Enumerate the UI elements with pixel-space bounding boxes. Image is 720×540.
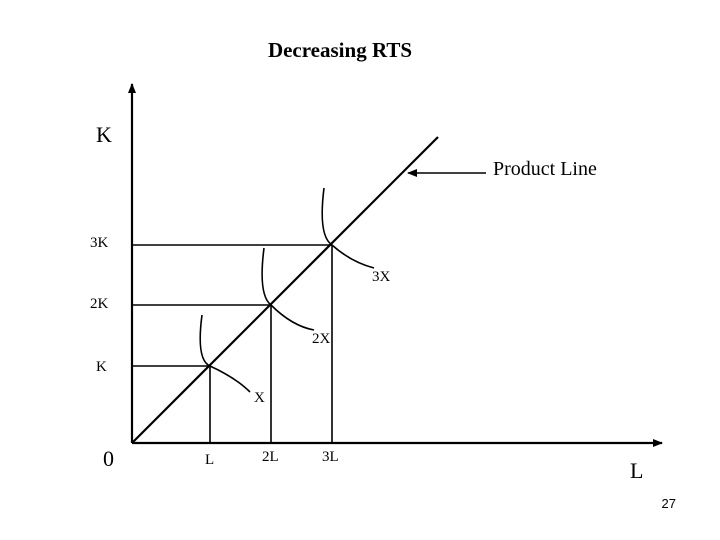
x-tick-3l: 3L xyxy=(322,449,339,465)
product-line-label: Product Line xyxy=(493,158,597,180)
x-tick-l: L xyxy=(205,452,215,468)
page-number: 27 xyxy=(661,496,676,511)
origin-label: 0 xyxy=(103,446,114,471)
y-tick-2k: 2K xyxy=(90,296,109,312)
product-line xyxy=(131,136,439,444)
y-tick-k: K xyxy=(96,359,107,375)
isoquant-x xyxy=(199,314,251,393)
y-tick-3k: 3K xyxy=(90,235,109,251)
diagram-title: Decreasing RTS xyxy=(267,38,413,62)
isoquant-2x-label: 2X xyxy=(312,331,331,347)
x-axis-label: L xyxy=(630,458,644,483)
x-tick-2l: 2L xyxy=(262,449,279,465)
isoquant-2x xyxy=(261,247,315,331)
y-axis-label: K xyxy=(96,122,112,147)
isoquant-3x xyxy=(321,187,375,269)
isoquant-x-label: X xyxy=(254,390,265,406)
isoquant-3x-label: 3X xyxy=(372,269,391,285)
